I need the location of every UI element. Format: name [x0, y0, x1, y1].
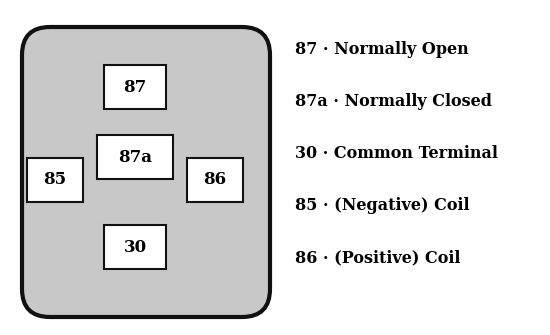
- Text: 87a: 87a: [118, 148, 152, 165]
- Text: 87: 87: [123, 78, 147, 95]
- FancyBboxPatch shape: [27, 158, 83, 202]
- Text: 85 · (Negative) Coil: 85 · (Negative) Coil: [295, 198, 470, 214]
- Text: 86 · (Positive) Coil: 86 · (Positive) Coil: [295, 250, 460, 267]
- Text: 86: 86: [204, 172, 227, 189]
- FancyBboxPatch shape: [104, 225, 166, 269]
- FancyBboxPatch shape: [187, 158, 243, 202]
- Text: 87a · Normally Closed: 87a · Normally Closed: [295, 93, 492, 111]
- Text: 30: 30: [123, 239, 146, 256]
- Text: 87 · Normally Open: 87 · Normally Open: [295, 42, 469, 59]
- FancyBboxPatch shape: [22, 27, 270, 317]
- Text: 30 · Common Terminal: 30 · Common Terminal: [295, 145, 498, 162]
- FancyBboxPatch shape: [97, 135, 173, 179]
- FancyBboxPatch shape: [104, 65, 166, 109]
- Text: 85: 85: [43, 172, 67, 189]
